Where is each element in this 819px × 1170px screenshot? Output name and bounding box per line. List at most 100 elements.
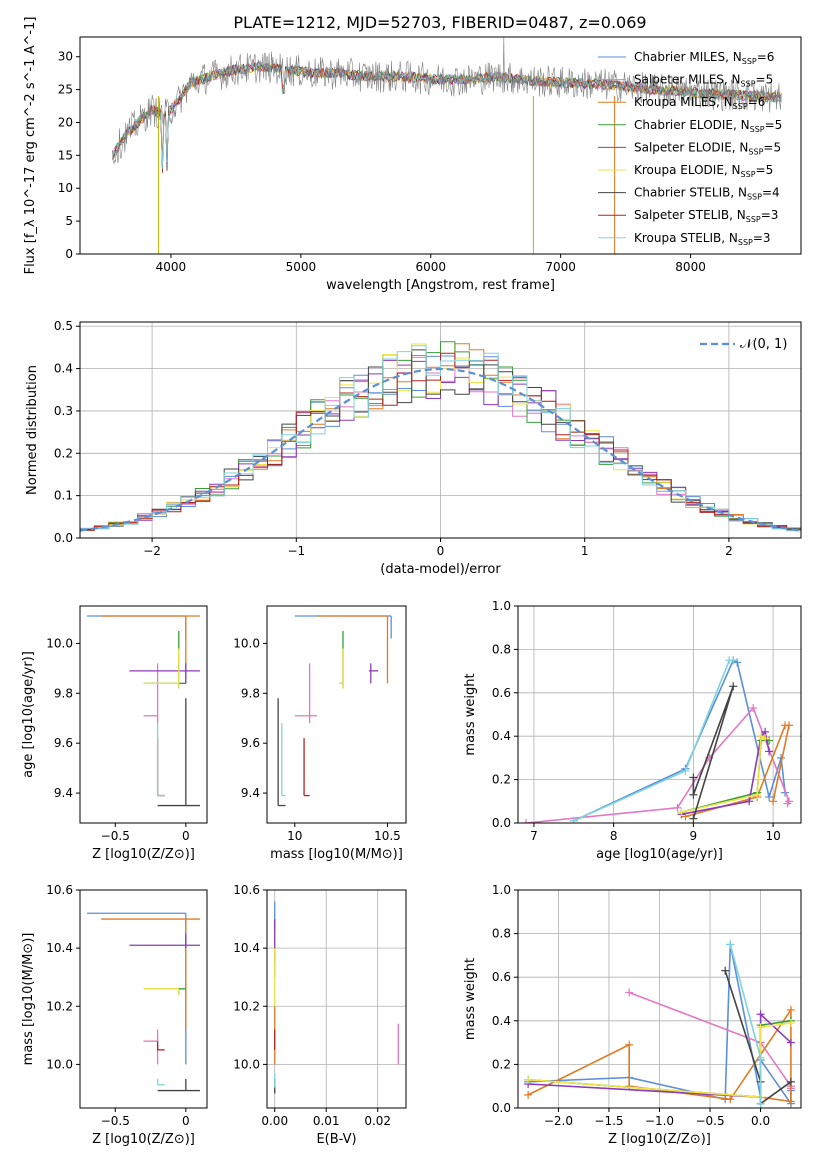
legend-label: Kroupa MILES, NSSP=6 [634, 95, 765, 111]
legend-label: Salpeter ELODIE, NSSP=5 [634, 140, 781, 156]
legend-subscript: SSP [748, 147, 763, 156]
y-tick-label: 0 [65, 247, 73, 261]
x-axis-label: Z [log10(Z/Z⊙)] [608, 1132, 711, 1147]
legend-count: =3 [753, 231, 771, 245]
x-tick-label: 9 [690, 829, 698, 843]
y-tick-label: 0.6 [492, 686, 511, 700]
y-tick-label: 0.5 [54, 319, 73, 333]
y-tick-label: 9.4 [54, 786, 73, 800]
x-tick-label: 0 [182, 829, 190, 843]
x-tick-label: −0.5 [695, 1114, 724, 1128]
weight-line [692, 686, 734, 819]
y-tick-label: 0.6 [492, 970, 511, 984]
y-tick-label: 10.2 [46, 999, 73, 1013]
y-tick-label: 10.0 [233, 636, 260, 650]
y-tick-label: 15 [58, 148, 73, 162]
x-tick-label: −1 [287, 544, 305, 558]
normal-distribution-curve [80, 367, 801, 532]
y-tick-label: 10.4 [46, 941, 73, 955]
legend-count: =3 [761, 208, 779, 222]
y-tick-label: 20 [58, 115, 73, 129]
y-tick-label: 9.4 [241, 786, 260, 800]
legend-count: =5 [765, 118, 783, 132]
x-axis-label: Z [log10(Z/Z⊙)] [92, 847, 195, 862]
x-tick-label: −0.5 [101, 1114, 130, 1128]
y-tick-label: 25 [58, 83, 73, 97]
y-tick-label: 10.0 [46, 1057, 73, 1071]
y-tick-label: 0.8 [492, 642, 511, 656]
x-tick-label: 0 [437, 544, 445, 558]
x-tick-label: −2.0 [544, 1114, 573, 1128]
y-tick-label: 10.6 [233, 883, 260, 897]
x-tick-label: 0.02 [364, 1114, 391, 1128]
x-tick-label: 7 [530, 829, 538, 843]
y-tick-label: 30 [58, 50, 73, 64]
plot-area [521, 656, 794, 823]
y-tick-label: 0.0 [492, 1101, 511, 1115]
plot-area [274, 901, 399, 1094]
axes-frame [79, 605, 208, 824]
legend-subscript: SSP [747, 193, 762, 202]
legend-subscript: SSP [750, 125, 765, 134]
x-tick-label: 5000 [286, 260, 317, 274]
legend-count: =4 [762, 186, 780, 200]
x-tick-label: 7000 [545, 260, 576, 274]
legend-count: =5 [756, 73, 774, 87]
x-axis-label: age [log10(age/yr)] [596, 847, 723, 862]
x-tick-label: 1 [581, 544, 589, 558]
y-tick-label: 0.1 [54, 489, 73, 503]
x-tick-label: −0.5 [101, 829, 130, 843]
age-vs-mass-panel: 10 10.5 9.4 9.6 9.8 10.0 mass [log10(M/M⊙)] [233, 605, 407, 862]
plot-area [277, 615, 392, 807]
legend-label: Chabrier STELIB, NSSP=4 [634, 186, 780, 202]
legend-subscript: SSP [742, 57, 757, 66]
y-tick-label: 9.6 [54, 736, 73, 750]
x-tick-label: 8000 [675, 260, 706, 274]
y-tick-label: 1.0 [492, 883, 511, 897]
legend-label: Salpeter MILES, NSSP=5 [634, 73, 773, 89]
y-tick-label: 9.6 [241, 736, 260, 750]
axes-frame [266, 889, 407, 1109]
x-axis-label: (data-model)/error [380, 562, 501, 577]
x-tick-label: −1.5 [594, 1114, 623, 1128]
legend-label: Kroupa ELODIE, NSSP=5 [634, 163, 773, 179]
legend-count: =6 [757, 50, 775, 64]
y-tick-label: 0.0 [54, 531, 73, 545]
residual-histogram-step [80, 341, 801, 530]
legend-count: =5 [763, 140, 781, 154]
legend-label: 𝒩(0, 1) [740, 337, 787, 352]
weight-line [573, 659, 734, 822]
x-tick-label: 0.00 [261, 1114, 288, 1128]
spectrum-panel: 4000 5000 6000 7000 8000 0 5 10 15 20 25 30 waveleng… [23, 17, 802, 293]
y-tick-label: 0.4 [492, 1014, 511, 1028]
y-axis-label: mass [log10(M/M⊙)] [21, 933, 36, 1066]
y-tick-label: 0.4 [54, 362, 73, 376]
axes-frame [79, 321, 802, 539]
axes-frame [517, 605, 802, 824]
legend-subscript: SSP [746, 215, 761, 224]
x-axis-label: wavelength [Angstrom, rest frame] [326, 278, 555, 293]
plot-area [87, 615, 200, 807]
y-tick-label: 9.8 [54, 686, 73, 700]
y-axis-label: mass weight [463, 958, 478, 1040]
plot-area [112, 37, 782, 254]
legend-subscript: SSP [741, 170, 756, 179]
axes-frame [517, 889, 802, 1109]
y-tick-label: 9.8 [241, 686, 260, 700]
x-tick-label: 0.0 [751, 1114, 770, 1128]
plot-area [87, 912, 200, 1092]
x-axis-label: Z [log10(Z/Z⊙)] [92, 1132, 195, 1147]
mass-vs-ebv-panel: 0.00 0.01 0.02 10.0 10.2 10.4 10.6 E(B-V) [233, 883, 407, 1147]
figure-title: PLATE=1212, MJD=52703, FIBERID=0487, z=0… [233, 13, 646, 32]
residual-histogram-step [80, 349, 801, 531]
axes-frame [266, 605, 407, 824]
x-tick-label: 0 [182, 1114, 190, 1128]
x-axis-label: E(B-V) [316, 1132, 356, 1147]
weight-line [681, 734, 766, 813]
legend-subscript: SSP [738, 238, 753, 247]
weight-vs-metallicity-panel: −2.0 −1.5 −1.0 −0.5 0.0 0.0 0.2 0.4 0.6 0.8 1.0 Z [… [463, 883, 802, 1147]
y-tick-label: 1.0 [492, 599, 511, 613]
observed-spectrum-line [112, 37, 782, 165]
y-tick-label: 10 [58, 181, 73, 195]
